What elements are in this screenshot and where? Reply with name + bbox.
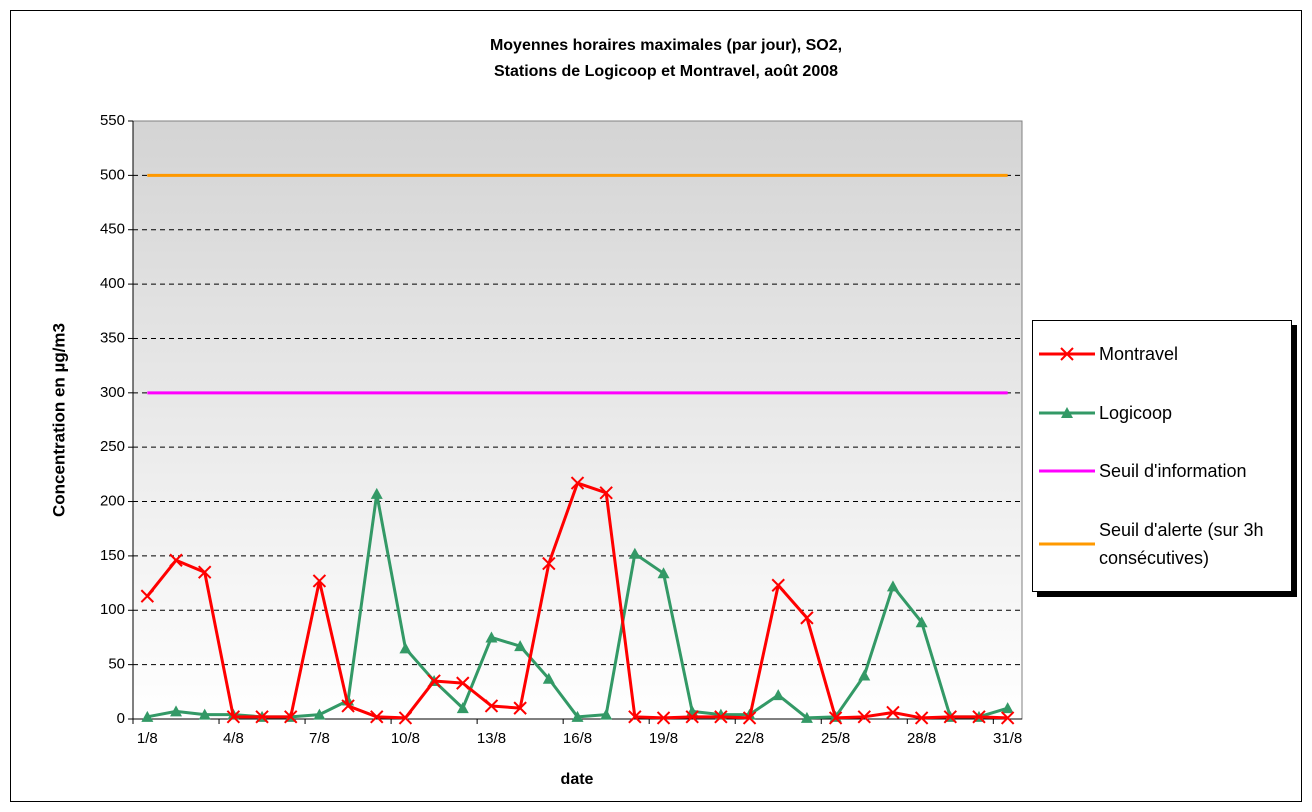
marker <box>456 676 470 690</box>
y-tick-label: 150 <box>100 547 125 564</box>
marker <box>370 710 384 724</box>
legend-swatch <box>1039 542 1095 546</box>
marker <box>226 710 241 724</box>
y-axis-label: Concentration en µg/m3 <box>49 323 68 517</box>
y-tick-label: 250 <box>100 438 125 455</box>
marker <box>857 710 871 724</box>
legend-entry: Logicoop <box>1033 399 1291 427</box>
marker <box>370 487 383 499</box>
legend-label: Seuil d'information <box>1099 461 1247 482</box>
legend-entry: Seuil d'information <box>1033 457 1291 485</box>
y-tick-label: 500 <box>100 166 125 183</box>
marker <box>771 578 785 592</box>
marker <box>485 631 498 643</box>
marker <box>1000 711 1015 725</box>
y-tick-label: 350 <box>100 329 125 346</box>
marker <box>943 710 958 724</box>
marker <box>514 640 527 652</box>
marker <box>914 711 929 725</box>
marker <box>657 567 670 579</box>
marker <box>772 689 785 701</box>
marker <box>427 674 441 688</box>
marker <box>484 699 499 713</box>
y-tick-label: 550 <box>100 112 125 129</box>
marker <box>284 710 298 724</box>
x-tick-label: 16/8 <box>563 730 592 747</box>
marker <box>628 547 641 559</box>
x-tick-label: 4/8 <box>223 730 244 747</box>
marker <box>313 708 326 720</box>
legend-label: Montravel <box>1099 344 1179 365</box>
legend-swatch <box>1039 469 1095 473</box>
legend-entry: Montravel <box>1033 340 1291 368</box>
marker <box>714 710 728 724</box>
y-tick-label: 100 <box>100 601 125 618</box>
legend-marker <box>1061 406 1073 418</box>
legend-marker <box>1060 347 1074 361</box>
marker <box>742 711 757 725</box>
x-tick-label: 28/8 <box>907 730 936 747</box>
legend-swatch <box>1039 347 1095 361</box>
marker <box>656 711 671 725</box>
plot-area <box>132 120 1023 720</box>
legend-swatch <box>1039 406 1095 418</box>
marker <box>312 574 327 588</box>
marker <box>399 642 412 654</box>
legend-entry: Seuil d'alerte (sur 3h consécutives) <box>1033 516 1291 572</box>
marker <box>915 616 928 628</box>
marker <box>886 580 899 592</box>
y-tick-label: 400 <box>100 275 125 292</box>
marker <box>685 710 699 724</box>
marker <box>972 710 986 724</box>
x-tick-label: 7/8 <box>309 730 330 747</box>
marker <box>170 705 183 717</box>
marker <box>542 672 555 684</box>
y-tick-label: 450 <box>100 221 125 238</box>
y-tick-label: 200 <box>100 493 125 510</box>
y-tick-label: 50 <box>108 656 125 673</box>
marker <box>800 611 814 625</box>
marker <box>169 553 183 567</box>
marker <box>197 565 212 579</box>
marker <box>513 701 527 715</box>
x-tick-label: 13/8 <box>477 730 506 747</box>
marker <box>570 476 585 490</box>
marker <box>571 710 584 722</box>
y-tick-label: 0 <box>117 710 125 727</box>
legend-label: Logicoop <box>1099 402 1173 423</box>
marker <box>255 710 269 724</box>
marker <box>858 669 871 681</box>
chart-title: Moyennes horaires maximales (par jour), … <box>490 37 842 54</box>
marker <box>800 711 813 723</box>
chart-title: Stations de Logicoop et Montravel, août … <box>494 63 838 80</box>
marker <box>542 556 556 571</box>
marker <box>456 702 469 714</box>
marker <box>398 711 413 725</box>
x-tick-label: 1/8 <box>137 730 158 747</box>
x-tick-label: 22/8 <box>735 730 764 747</box>
marker <box>141 710 154 722</box>
marker <box>1001 702 1014 714</box>
x-tick-label: 19/8 <box>649 730 678 747</box>
marker <box>198 708 211 720</box>
marker <box>341 699 355 713</box>
marker <box>599 486 613 500</box>
marker <box>600 708 613 720</box>
marker <box>828 711 843 725</box>
x-tick-label: 25/8 <box>821 730 850 747</box>
legend: Montravel Logicoop Seuil d'information Seui… <box>1032 320 1292 592</box>
x-tick-label: 10/8 <box>391 730 420 747</box>
marker <box>140 589 155 603</box>
marker <box>628 710 642 724</box>
x-axis-label: date <box>561 771 594 788</box>
legend-label: Seuil d'alerte (sur 3h consécutives) <box>1099 519 1264 568</box>
x-tick-label: 31/8 <box>993 730 1022 747</box>
y-tick-label: 300 <box>100 384 125 401</box>
marker <box>886 705 900 720</box>
